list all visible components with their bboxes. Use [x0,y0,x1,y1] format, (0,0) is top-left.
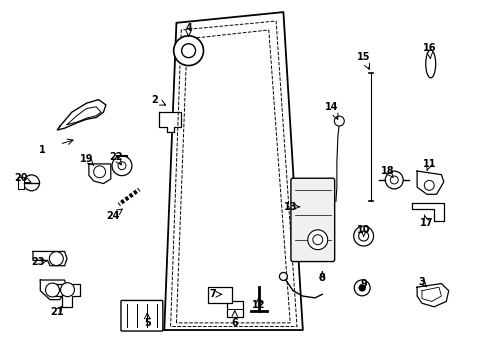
Circle shape [49,252,63,266]
Text: 13: 13 [284,202,297,212]
Polygon shape [159,112,181,132]
Text: 2: 2 [151,95,158,105]
Ellipse shape [425,50,435,78]
Polygon shape [18,177,23,189]
Circle shape [358,231,368,241]
Text: 8: 8 [318,273,325,283]
Text: 12: 12 [252,300,265,310]
Text: 24: 24 [106,211,120,221]
Text: 3: 3 [418,277,425,287]
Polygon shape [40,280,67,300]
Text: 4: 4 [185,23,192,33]
Bar [208,287,232,303]
Polygon shape [33,251,67,266]
Text: 16: 16 [422,43,435,53]
Text: 15: 15 [356,52,369,62]
Circle shape [23,175,40,191]
Circle shape [181,44,195,58]
Text: 6: 6 [231,318,238,328]
Text: 5: 5 [143,318,150,328]
Text: 21: 21 [50,307,64,317]
Text: 10: 10 [356,225,369,235]
Polygon shape [55,284,80,307]
Circle shape [112,156,132,176]
Text: 9: 9 [360,279,366,289]
Polygon shape [164,12,302,330]
Text: 23: 23 [31,257,44,267]
Text: 18: 18 [380,166,394,176]
Circle shape [353,226,373,246]
Circle shape [424,180,433,190]
Text: 22: 22 [109,152,122,162]
Bar [226,301,242,317]
Circle shape [279,273,287,280]
Text: 11: 11 [422,159,435,169]
Circle shape [307,230,327,249]
Circle shape [334,116,344,126]
Text: 1: 1 [39,145,46,155]
Circle shape [312,235,322,245]
Polygon shape [416,284,448,307]
Text: 14: 14 [325,102,338,112]
Circle shape [173,36,203,66]
Polygon shape [416,171,443,194]
Circle shape [93,166,105,178]
Circle shape [45,283,59,297]
Polygon shape [411,203,443,221]
FancyBboxPatch shape [290,178,334,262]
Text: 19: 19 [80,154,93,163]
FancyBboxPatch shape [121,301,163,331]
Circle shape [385,171,403,189]
Circle shape [359,285,365,291]
Circle shape [118,162,126,170]
Circle shape [353,280,369,296]
Text: 7: 7 [209,289,216,299]
Polygon shape [89,164,111,184]
Circle shape [61,283,74,297]
Circle shape [389,176,397,184]
Text: 17: 17 [419,218,433,228]
Text: 20: 20 [14,173,27,183]
